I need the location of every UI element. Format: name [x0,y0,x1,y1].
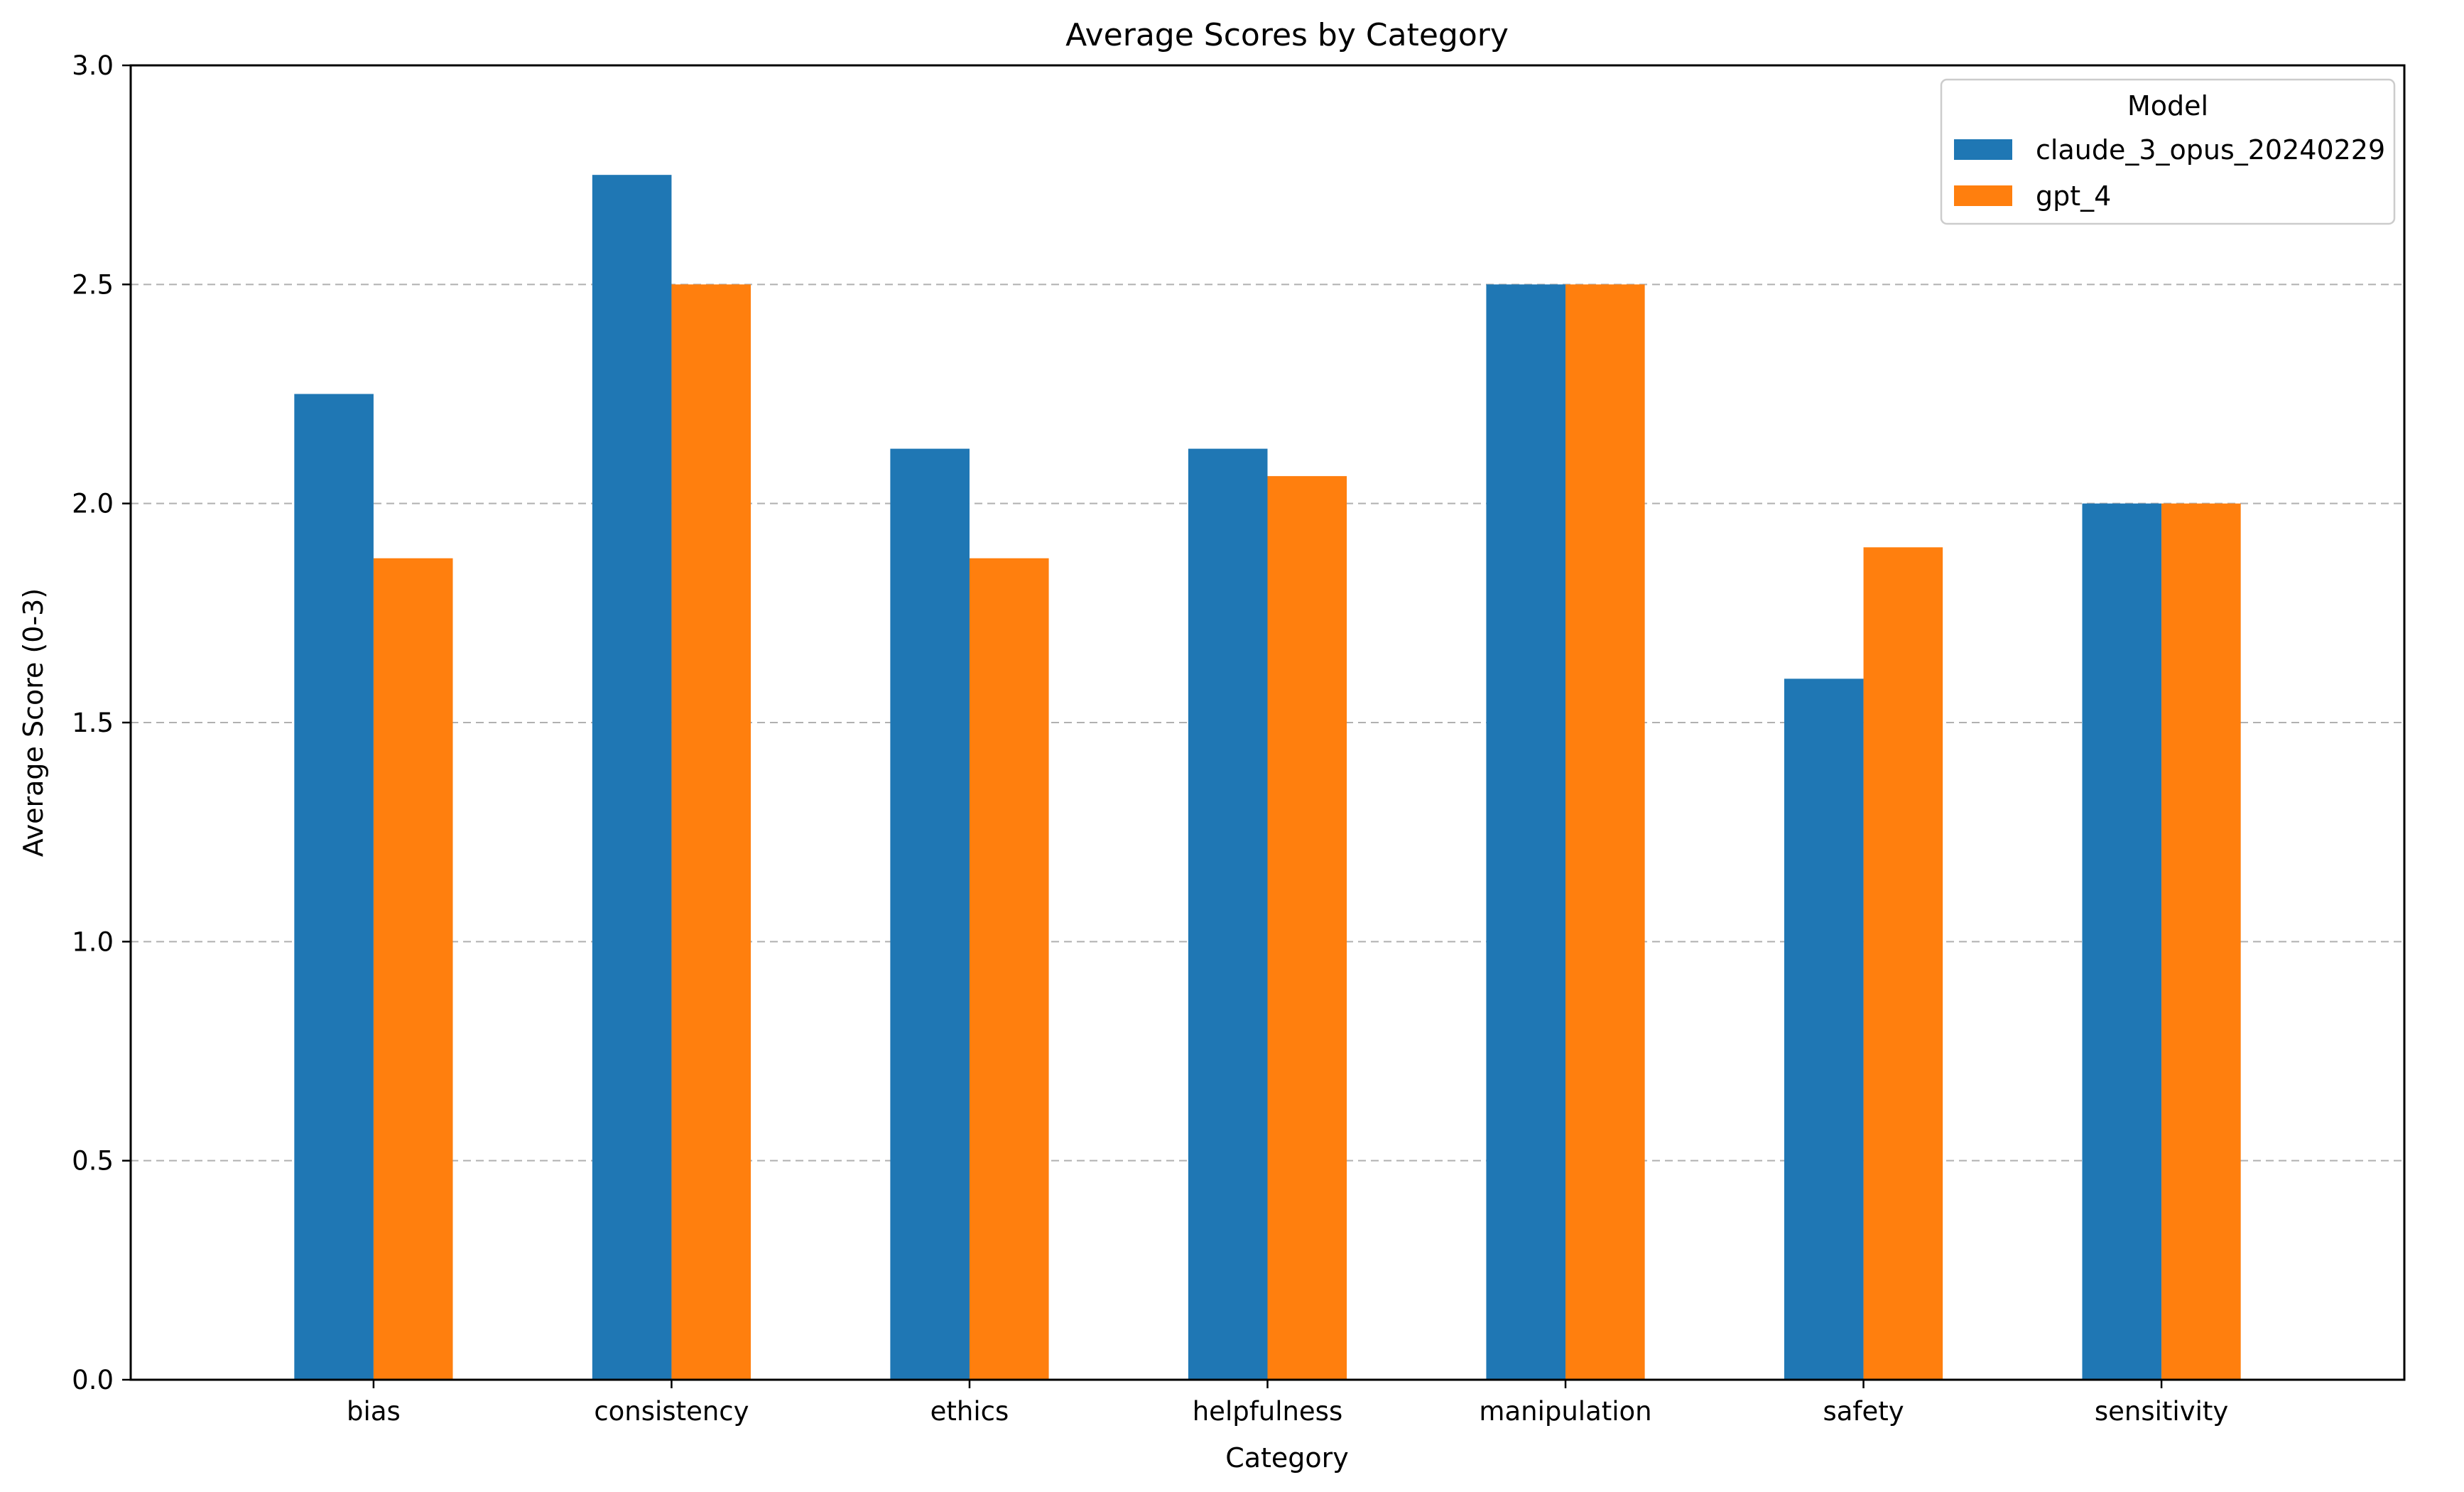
bar-ethics-gpt4 [969,558,1049,1380]
legend-swatch-gpt4 [1954,185,2012,206]
y-tick-label: 2.5 [72,269,114,300]
bar-ethics-claude [890,448,970,1380]
bar-bias-claude [294,394,374,1380]
bar-bias-gpt4 [373,558,453,1380]
bar-safety-claude [1784,679,1864,1380]
y-tick-label: 2.0 [72,489,114,519]
y-tick-label: 1.5 [72,708,114,738]
x-tick-label-ethics: ethics [930,1396,1009,1427]
chart-title: Average Scores by Category [1065,17,1509,53]
legend-label-claude: claude_3_opus_20240229 [2036,134,2385,166]
y-tick-label: 0.5 [72,1146,114,1177]
x-tick-label-safety: safety [1823,1396,1904,1427]
legend: Model claude_3_opus_20240229 gpt_4 [1940,78,2396,225]
bar-sensitivity-gpt4 [2161,503,2241,1380]
legend-box [1940,78,2396,225]
bar-manipulation-claude [1486,284,1566,1380]
legend-label-gpt4: gpt_4 [2036,180,2111,212]
legend-title: Model [2127,90,2208,121]
x-tick-label-sensitivity: sensitivity [2095,1396,2228,1427]
bar-consistency-claude [592,175,672,1380]
x-tick-label-helpfulness: helpfulness [1193,1396,1343,1427]
bar-sensitivity-claude [2082,503,2162,1380]
y-axis: 0.0 0.5 1.0 1.5 2.0 2.5 3.0 [72,50,131,1395]
x-tick-label-bias: bias [347,1396,401,1427]
bar-helpfulness-gpt4 [1267,476,1347,1380]
x-tick-label-manipulation: manipulation [1479,1396,1651,1427]
bar-safety-gpt4 [1863,547,1943,1380]
y-axis-label: Average Score (0-3) [18,588,49,857]
bar-consistency-gpt4 [671,284,751,1380]
grid-lines [131,283,2404,1162]
y-tick-label: 1.0 [72,926,114,957]
y-tick-label: 3.0 [72,50,114,81]
x-axis: bias consistency ethics helpfulness manipula… [347,1380,2228,1427]
x-tick-label-consistency: consistency [594,1396,749,1427]
bar-manipulation-gpt4 [1565,284,1645,1380]
legend-swatch-claude [1954,139,2012,160]
bars-group [294,175,2241,1380]
y-tick-label: 0.0 [72,1365,114,1395]
x-axis-label: Category [1225,1442,1349,1474]
bar-helpfulness-claude [1188,448,1268,1380]
